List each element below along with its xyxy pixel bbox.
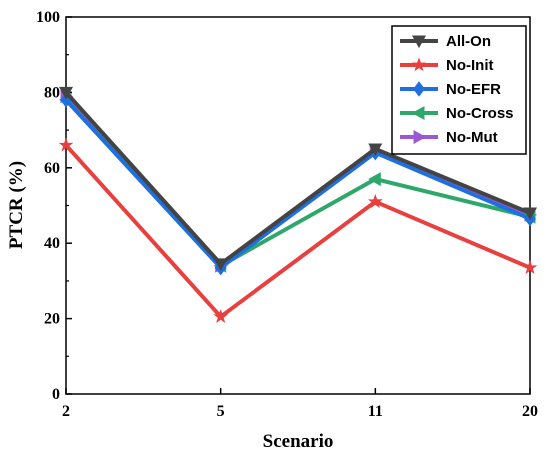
legend-marker <box>413 81 425 97</box>
point-no-init <box>58 137 74 152</box>
axes: 0 20 40 60 80 100 2 5 11 20 <box>36 9 538 420</box>
legend-marker <box>411 105 425 121</box>
point-all-on <box>522 207 538 221</box>
point-no-init <box>213 308 229 323</box>
legend-label: No-Cross <box>446 105 514 122</box>
point-no-cross <box>368 172 381 187</box>
y-tick-label: 20 <box>44 311 60 328</box>
x-tick-label: 5 <box>217 403 225 420</box>
legend-item-no-cross: No-Cross <box>400 105 514 122</box>
point-all-on <box>213 258 228 272</box>
y-tick-label: 60 <box>44 160 60 177</box>
legend-label: No-EFR <box>446 81 501 98</box>
series-line-no-init <box>64 143 531 319</box>
y-tick-label: 40 <box>44 235 60 252</box>
y-axis-title: PTCR (%) <box>6 161 27 249</box>
x-tick-label: 2 <box>62 403 70 420</box>
series-all-on <box>58 86 538 272</box>
legend-label: All-On <box>446 33 491 50</box>
legend-item-no-efr: No-EFR <box>400 81 501 98</box>
legend-marker <box>411 57 427 72</box>
legend-item-no-init: No-Init <box>400 57 493 74</box>
legend-label: No-Mut <box>446 129 498 146</box>
point-no-init <box>367 193 383 209</box>
series-line-all-on <box>64 91 531 266</box>
y-tick-label: 100 <box>36 9 60 26</box>
series-no-init <box>58 137 538 323</box>
x-axis-title: Scenario <box>263 431 334 452</box>
point-no-init <box>522 259 538 274</box>
legend-label: No-Init <box>446 57 493 74</box>
point-all-on <box>368 143 383 157</box>
legend-marker <box>413 129 427 145</box>
series-layer <box>58 86 538 323</box>
y-tick-label: 0 <box>52 386 60 403</box>
legend-marker <box>411 35 427 49</box>
legend: All-On No-Init No-EFR No-Cross No-Mut <box>391 25 527 155</box>
legend-item-no-mut: No-Mut <box>400 129 498 146</box>
y-tick-label: 80 <box>44 84 60 101</box>
series-line-no-efr <box>64 98 531 270</box>
x-tick-label: 20 <box>522 403 538 420</box>
x-tick-label: 11 <box>368 403 383 420</box>
point-all-on <box>58 86 74 100</box>
legend-item-all-on: All-On <box>400 33 491 50</box>
